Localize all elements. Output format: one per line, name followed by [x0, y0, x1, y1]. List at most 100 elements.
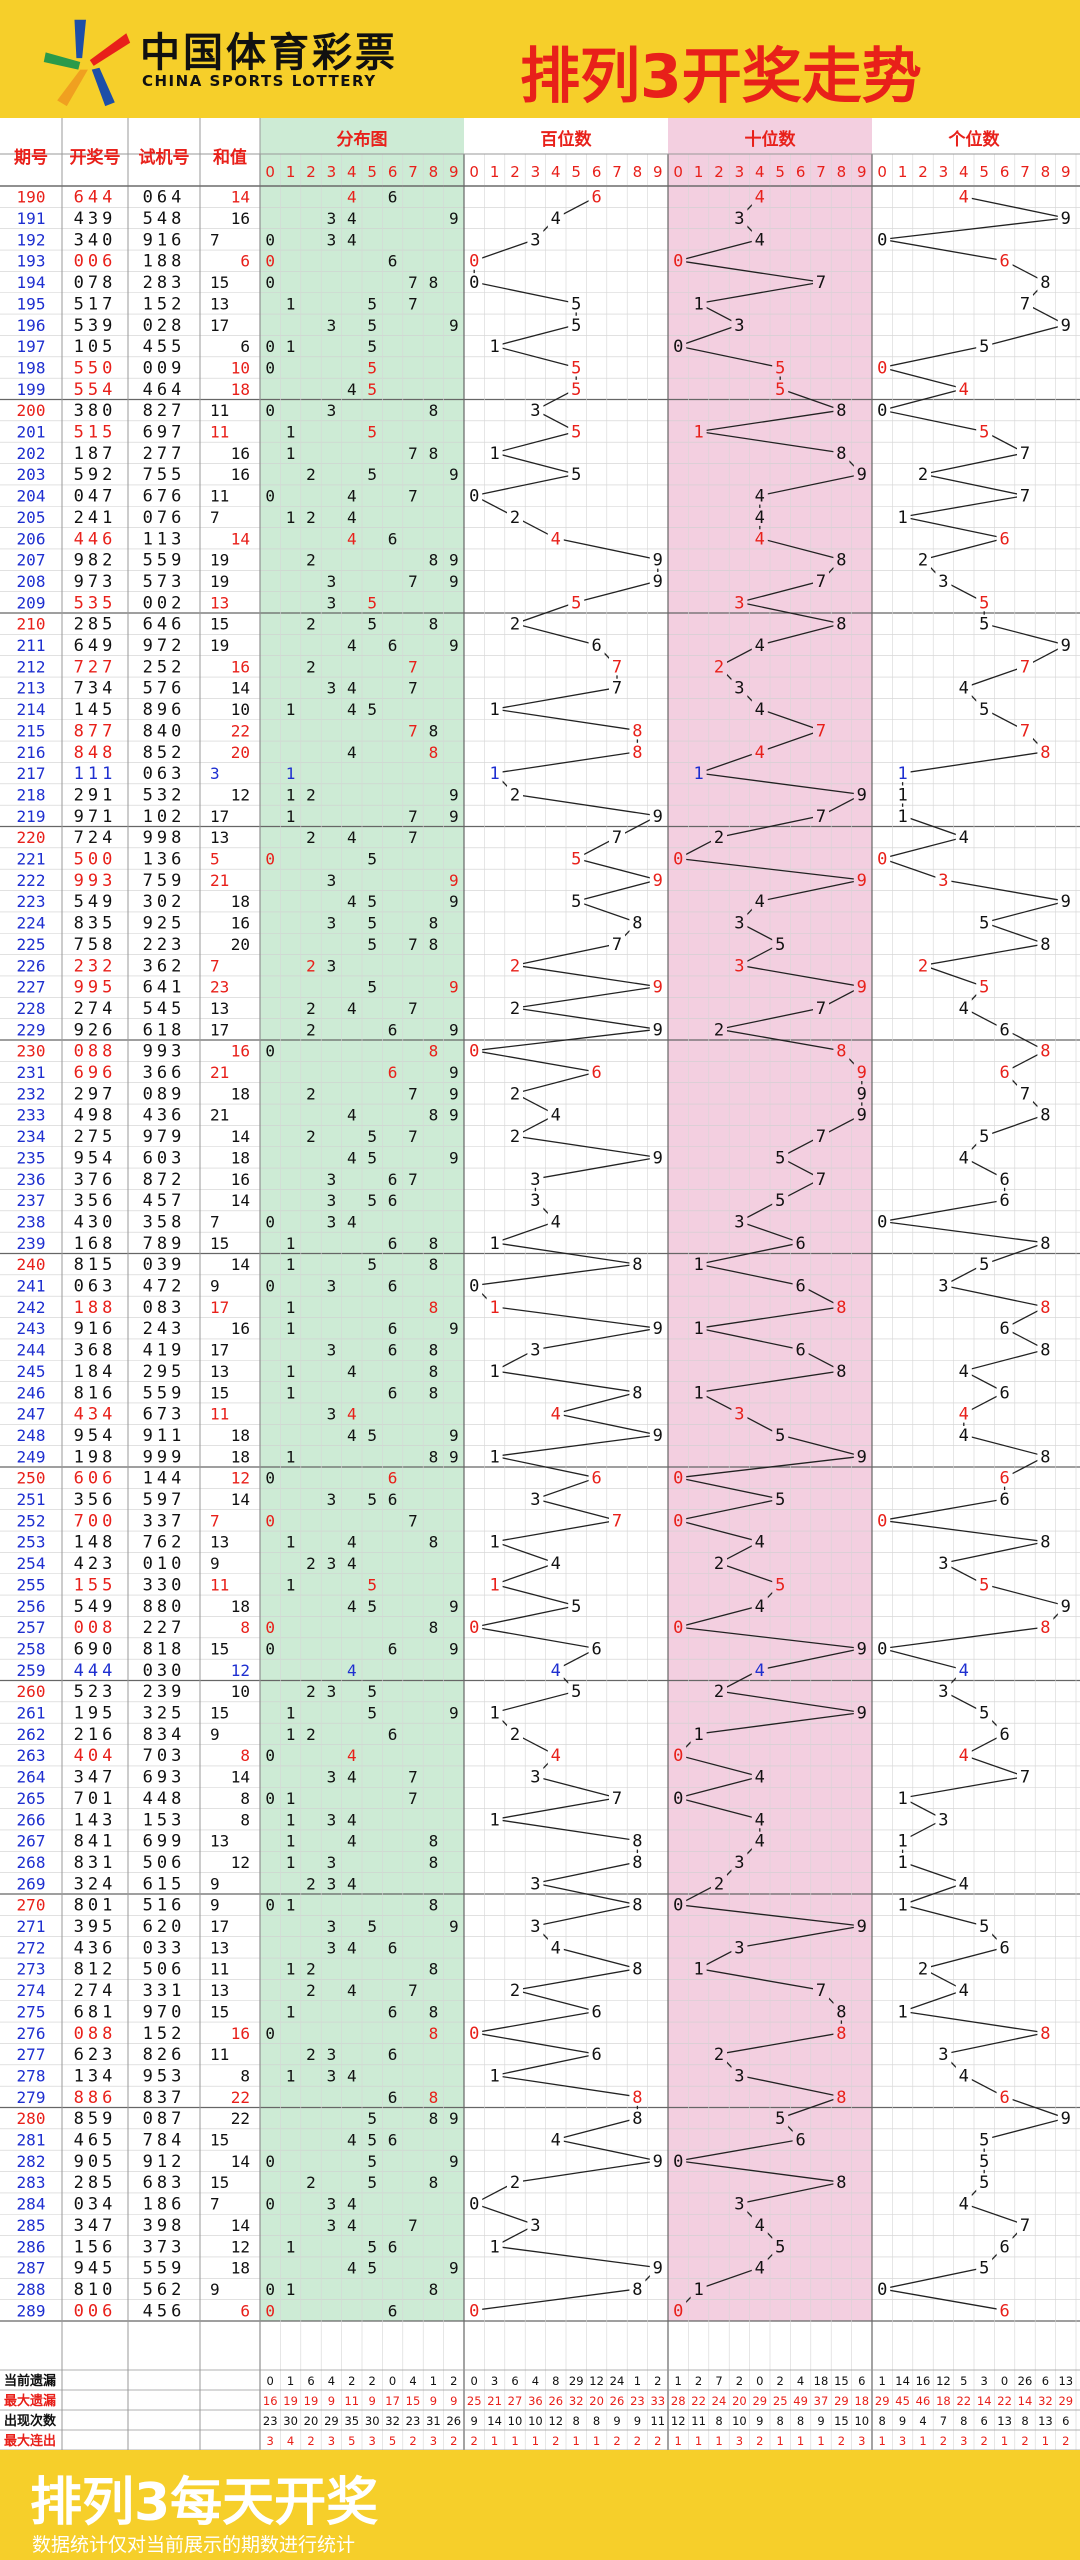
distribution-digit: 4: [347, 209, 357, 228]
distribution-digit: 9: [449, 551, 459, 570]
digit-mask: [547, 2130, 564, 2149]
digit-header: 9: [653, 163, 663, 181]
sum-value: 8: [240, 1810, 250, 1829]
position-digit-ten: 0: [673, 850, 683, 870]
position-digit-hun: 3: [530, 1170, 540, 1190]
draw-number: 831: [74, 1853, 117, 1873]
sum-value: 11: [210, 401, 229, 420]
digit-mask: [649, 1020, 666, 1039]
distribution-digit: 7: [408, 1084, 418, 1103]
digit-mask: [751, 1532, 768, 1551]
distribution-digit: 5: [367, 935, 377, 954]
position-digit-hun: 3: [530, 401, 540, 421]
distribution-digit: 0: [265, 1746, 275, 1765]
position-digit-hun: 5: [571, 465, 581, 485]
stat-value: 9: [613, 2414, 620, 2428]
position-digit-ten: 3: [734, 679, 744, 699]
position-digit-one: 5: [979, 2173, 989, 2193]
test-number: 998: [143, 828, 186, 848]
distribution-digit: 2: [306, 1127, 316, 1146]
position-digit-one: 4: [959, 1746, 969, 1766]
digit-mask: [507, 1724, 523, 1743]
stat-value: 6: [307, 2374, 314, 2388]
digit-mask: [915, 550, 931, 569]
draw-number: 523: [74, 1682, 117, 1702]
draw-number: 088: [74, 1042, 117, 1062]
position-digit-ten: 5: [775, 2237, 785, 2257]
position-digit-hun: 4: [551, 2131, 561, 2151]
stat-value: 8: [715, 2414, 722, 2428]
sum-value: 15: [210, 2173, 229, 2192]
position-digit-ten: 0: [673, 1511, 683, 1531]
position-digit-ten: 2: [714, 1554, 724, 1574]
draw-number: 801: [74, 1896, 117, 1916]
digit-mask: [976, 2130, 993, 2149]
distribution-digit: 5: [367, 850, 377, 869]
stat-value: 3: [960, 2434, 967, 2448]
position-digit-ten: 0: [673, 252, 683, 272]
draw-number: 285: [74, 615, 117, 635]
position-digit-ten: 8: [836, 1042, 846, 1062]
distribution-digit: 0: [265, 252, 275, 271]
test-number: 703: [143, 1746, 186, 1766]
draw-number: 727: [74, 657, 117, 677]
position-digit-hun: 5: [571, 380, 581, 400]
position-digit-hun: 5: [571, 1682, 581, 1702]
digit-header: 9: [1061, 163, 1071, 181]
issue-number: 230: [17, 1042, 46, 1061]
digit-mask: [731, 913, 748, 932]
position-digit-ten: 5: [775, 2109, 785, 2129]
position-digit-ten: 7: [816, 999, 826, 1019]
digit-mask: [629, 1255, 646, 1274]
digit-mask: [527, 1191, 544, 1210]
sum-value: 8: [240, 2066, 250, 2085]
sum-value: 20: [231, 935, 250, 954]
position-digit-hun: 6: [591, 636, 601, 656]
draw-number: 539: [74, 316, 117, 336]
digit-mask: [527, 401, 544, 420]
digit-mask: [853, 785, 870, 804]
distribution-digit: 3: [327, 1768, 337, 1787]
digit-mask: [853, 1447, 870, 1466]
position-digit-ten: 8: [836, 615, 846, 635]
position-digit-ten: 6: [795, 1341, 805, 1361]
digit-mask: [609, 828, 625, 847]
distribution-digit: 8: [429, 551, 439, 570]
stat-value: 9: [430, 2394, 437, 2408]
digit-mask: [996, 1383, 1013, 1402]
distribution-digit: 7: [408, 1789, 418, 1808]
draw-number: 275: [74, 1127, 117, 1147]
test-number: 223: [143, 935, 186, 955]
distribution-digit: 5: [367, 1682, 377, 1701]
stat-value: 9: [756, 2414, 763, 2428]
position-digit-one: 1: [897, 1896, 907, 1916]
sum-value: 11: [210, 2045, 229, 2064]
position-digit-one: 6: [999, 252, 1009, 272]
digit-mask: [1057, 636, 1074, 655]
draw-number: 700: [74, 1511, 117, 1531]
stat-value: 1: [532, 2434, 539, 2448]
digit-mask: [527, 1917, 544, 1936]
draw-number: 982: [74, 551, 117, 571]
digit-mask: [976, 1703, 993, 1722]
sum-value: 11: [210, 423, 229, 442]
stat-value: 19: [304, 2394, 319, 2408]
distribution-digit: 1: [286, 1298, 296, 1317]
position-digit-one: 5: [979, 593, 989, 613]
digit-mask: [996, 251, 1013, 270]
digit-mask: [649, 870, 666, 889]
sum-value: 18: [231, 1148, 250, 1167]
header: 中国体育彩票 CHINA SPORTS LOTTERY 排列3开奖走势: [0, 0, 1080, 118]
position-digit-hun: 7: [612, 657, 622, 677]
position-digit-one: 8: [1040, 1106, 1050, 1126]
sum-value: 18: [231, 1597, 250, 1616]
digit-mask: [527, 2215, 544, 2234]
distribution-digit: 5: [367, 1575, 377, 1594]
draw-number: 078: [74, 273, 117, 293]
distribution-digit: 6: [388, 1341, 398, 1360]
distribution-digit: 9: [449, 1063, 459, 1082]
stat-value: 1: [634, 2374, 641, 2388]
distribution-digit: 4: [347, 1554, 357, 1573]
draw-number: 549: [74, 1597, 117, 1617]
stat-value: 20: [589, 2394, 604, 2408]
